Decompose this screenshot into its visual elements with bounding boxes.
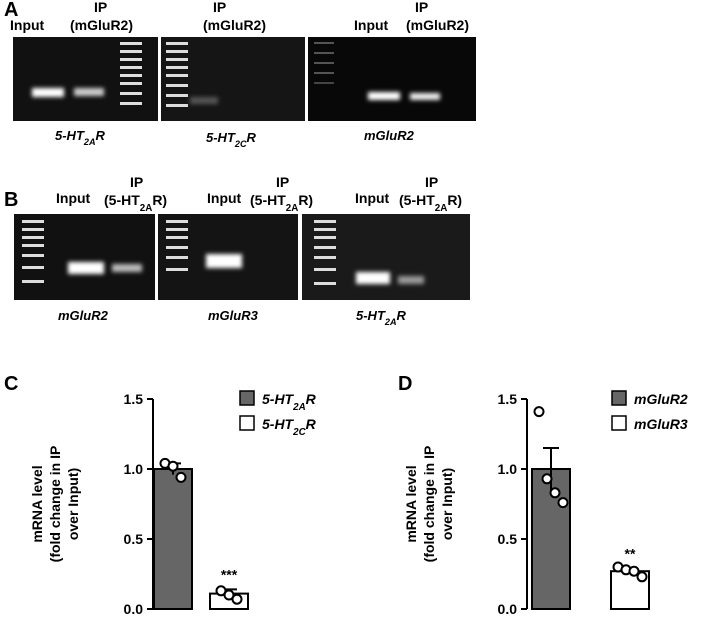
legend-label: mGluR3 [634, 416, 688, 432]
gene-label: mGluR2 [58, 308, 109, 323]
legend-swatch [611, 415, 627, 431]
panel-label: A [4, 0, 18, 21]
y-tick-label: 1.5 [124, 391, 144, 407]
lane-label: IP [425, 174, 438, 190]
gene-label: mGluR2 [364, 128, 415, 143]
data-point [628, 565, 640, 577]
legend-swatch [611, 390, 627, 406]
data-point [541, 473, 553, 485]
data-point [636, 571, 648, 583]
lane-label: (5-HT2AR) [104, 192, 167, 214]
y-axis-label: mRNA level (fold change in IP over Input) [29, 446, 81, 563]
y-label-line: (fold change in IP [421, 446, 437, 563]
lane-label: IP [213, 0, 226, 15]
significance: *** [221, 566, 238, 582]
lane-label: Input [207, 190, 242, 206]
data-point [533, 406, 545, 418]
lane-label: Input [354, 17, 389, 33]
data-point [549, 487, 561, 499]
data-point [167, 460, 179, 472]
lane-label: IP [130, 174, 143, 190]
panel-label: C [4, 373, 18, 395]
y-tick-label: 0.5 [498, 531, 518, 547]
lane-label: (5-HT2AR) [399, 192, 462, 214]
data-point [557, 497, 569, 509]
y-tick-label: 0.0 [124, 601, 144, 617]
error-bar [543, 447, 559, 490]
lane-label: IP [415, 0, 428, 15]
y-tick-label: 1.5 [498, 391, 518, 407]
y-label-line: mRNA level [403, 465, 419, 542]
lane-label: Input [10, 17, 45, 33]
panel-label: B [4, 189, 18, 211]
y-label-line: mRNA level [29, 465, 45, 542]
legend-swatch [239, 415, 255, 431]
y-tick-label: 0.0 [498, 601, 518, 617]
y-tick-label: 1.0 [498, 461, 518, 477]
data-point [231, 593, 243, 605]
legend-label: 5-HT2AR [262, 391, 317, 413]
lane-label: IP [94, 0, 107, 15]
y-label-line: over Input) [439, 468, 455, 540]
significance: ** [625, 545, 636, 561]
gel-a: Input IP (mGluR2) IP (mGluR2) Input IP (… [10, 0, 476, 149]
legend-swatch [239, 390, 255, 406]
lane-label: Input [355, 190, 390, 206]
legend-label: 5-HT2CR [262, 416, 317, 438]
gene-label: mGluR3 [208, 308, 259, 323]
lane-label: (mGluR2) [406, 17, 469, 33]
lane-label: IP [276, 174, 289, 190]
lane-label: (mGluR2) [203, 17, 266, 33]
y-tick-label: 1.0 [124, 461, 144, 477]
bar [153, 468, 193, 610]
y-label-line: over Input) [65, 468, 81, 540]
gel-b: Input IP (5-HT2AR) Input IP (5-HT2AR) In… [14, 174, 470, 327]
legend-label: mGluR2 [634, 391, 688, 407]
y-axis-label: mRNA level (fold change in IP over Input) [403, 446, 455, 563]
y-tick-label: 0.5 [124, 531, 144, 547]
lane-label: (mGluR2) [70, 17, 133, 33]
data-point [175, 471, 187, 483]
gene-label: 5-HT2CR [206, 130, 257, 149]
gene-label: 5-HT2AR [356, 308, 407, 327]
y-label-line: (fold change in IP [47, 446, 63, 563]
gene-label: 5-HT2AR [55, 128, 106, 147]
lane-label: Input [56, 190, 91, 206]
panel-label: D [398, 373, 412, 395]
lane-label: (5-HT2AR) [250, 192, 313, 214]
